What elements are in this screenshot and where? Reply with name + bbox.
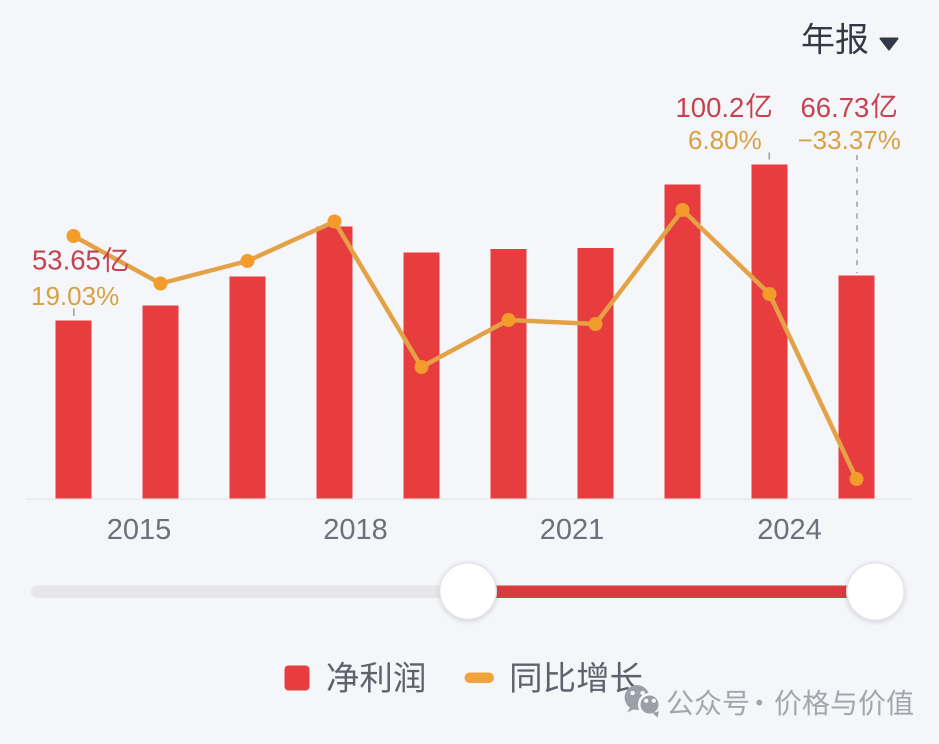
svg-text:2021: 2021 xyxy=(540,514,605,546)
svg-text:2015: 2015 xyxy=(107,514,172,546)
svg-text:2018: 2018 xyxy=(323,514,388,546)
svg-text:100.2: 100.2 xyxy=(676,92,745,123)
svg-text:53.65: 53.65 xyxy=(32,245,101,276)
svg-text:2024: 2024 xyxy=(757,514,822,546)
svg-text:6.80%: 6.80% xyxy=(688,125,762,155)
svg-text:−33.37%: −33.37% xyxy=(798,125,901,155)
svg-text:19.03%: 19.03% xyxy=(31,281,119,311)
svg-text:66.73: 66.73 xyxy=(801,92,870,123)
